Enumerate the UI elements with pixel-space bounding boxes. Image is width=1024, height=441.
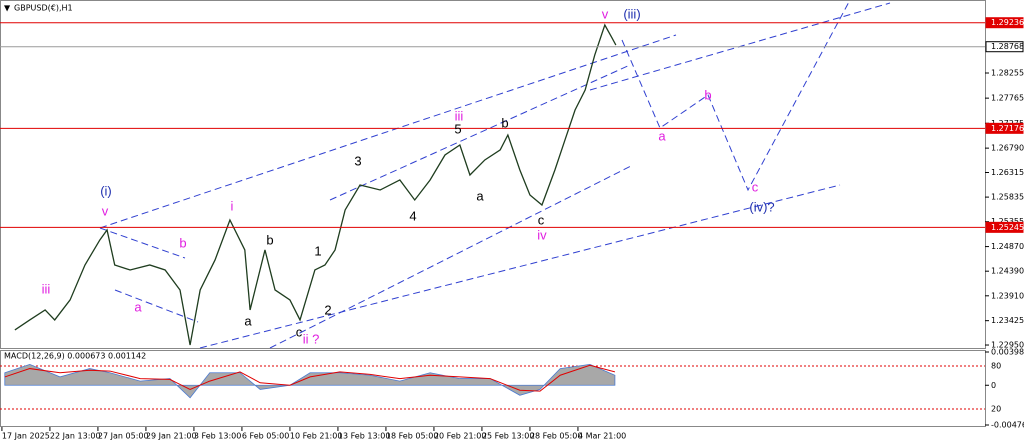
wave-label: (i) bbox=[100, 183, 112, 198]
price-level-box bbox=[985, 221, 1024, 233]
macd-frame bbox=[0, 350, 986, 427]
x-tick-label: 4 Mar 21:00 bbox=[578, 432, 626, 441]
wave-label: c bbox=[296, 324, 303, 339]
wave-label: 2 bbox=[324, 302, 331, 317]
symbol-label: GBPUSD(€),H1 bbox=[14, 4, 73, 13]
y-tick-label: 1.25835 bbox=[991, 193, 1024, 202]
wave-label: (iii) bbox=[623, 6, 640, 21]
macd-tick-label: -0.004762 bbox=[991, 421, 1024, 430]
price-level-label: 1.29236 bbox=[991, 18, 1024, 27]
wave-label: a bbox=[244, 313, 252, 328]
price-level-label: 1.27176 bbox=[991, 124, 1024, 133]
wave-label: iii bbox=[42, 281, 51, 296]
price-level-box bbox=[985, 17, 1024, 29]
wave-label: b bbox=[266, 232, 273, 247]
x-tick-label: 17 Jan 2025 bbox=[2, 432, 50, 441]
wave-line bbox=[99, 227, 186, 259]
x-tick-label: 22 Jan 13:00 bbox=[50, 432, 101, 441]
wave-label: a bbox=[658, 128, 666, 143]
x-tick-label: 3 Feb 13:00 bbox=[194, 432, 241, 441]
main-frame bbox=[0, 0, 986, 349]
wave-label: (iv)? bbox=[749, 199, 774, 214]
wave-label: v bbox=[602, 6, 609, 21]
y-tick-label: 1.23910 bbox=[991, 291, 1024, 300]
wave-label: a bbox=[134, 299, 142, 314]
wave-label: ii ? bbox=[303, 331, 320, 346]
y-tick-label: 1.23425 bbox=[991, 316, 1024, 325]
wave-label: 4 bbox=[409, 208, 416, 223]
wave-label: v bbox=[102, 203, 109, 218]
wave-label: 5 bbox=[454, 121, 461, 136]
macd-tick-label: 0.003986 bbox=[991, 348, 1024, 357]
macd-signal bbox=[4, 364, 616, 392]
x-tick-label: 27 Jan 05:00 bbox=[98, 432, 149, 441]
macd-label: MACD(12,26,9) 0.000673 0.001142 bbox=[4, 352, 146, 361]
y-tick-label: 1.26315 bbox=[991, 168, 1024, 177]
x-tick-label: 28 Feb 05:00 bbox=[530, 432, 582, 441]
price-level-box bbox=[985, 122, 1024, 134]
wave-line bbox=[199, 184, 841, 349]
wave-label: a bbox=[476, 188, 484, 203]
symbol: ▼ bbox=[4, 4, 11, 13]
macd-tick-label: 0 bbox=[991, 381, 996, 390]
x-tick-label: 25 Feb 13:00 bbox=[482, 432, 534, 441]
x-tick-label: 20 Feb 21:00 bbox=[434, 432, 486, 441]
wave-line bbox=[99, 34, 677, 229]
macd-histogram bbox=[4, 363, 616, 399]
wave-label: iv bbox=[537, 227, 547, 242]
wave-label: c bbox=[538, 212, 545, 227]
y-tick-label: 1.24870 bbox=[991, 242, 1024, 251]
y-tick-label: 1.28255 bbox=[991, 69, 1024, 78]
x-tick-label: 18 Feb 05:00 bbox=[386, 432, 438, 441]
price-line bbox=[14, 23, 617, 346]
price-level-label: 1.25245 bbox=[991, 223, 1024, 232]
price-level-label: 1.28768 bbox=[991, 42, 1024, 51]
wave-label: 3 bbox=[354, 153, 361, 168]
y-tick-label: 1.25355 bbox=[991, 217, 1024, 226]
y-tick-label: 1.26790 bbox=[991, 144, 1024, 153]
x-tick-label: 10 Feb 21:00 bbox=[290, 432, 342, 441]
wave-label: iii bbox=[455, 108, 464, 123]
y-tick-label: 1.27765 bbox=[991, 94, 1024, 103]
x-tick-label: 6 Feb 05:00 bbox=[242, 432, 289, 441]
wave-label: b bbox=[179, 235, 186, 250]
wave-label: c bbox=[752, 179, 759, 194]
macd-level-label: 20 bbox=[991, 405, 1001, 414]
wave-label: b bbox=[501, 115, 508, 130]
x-tick-label: 29 Jan 21:00 bbox=[146, 432, 197, 441]
macd-level-label: 80 bbox=[991, 362, 1001, 371]
x-tick-label: 13 Feb 13:00 bbox=[338, 432, 390, 441]
price-level-box bbox=[985, 41, 1024, 53]
wave-label: b bbox=[704, 87, 711, 102]
wave-line bbox=[621, 0, 851, 192]
wave-line bbox=[269, 164, 634, 349]
y-tick-label: 1.24390 bbox=[991, 267, 1024, 276]
wave-line bbox=[114, 289, 199, 323]
y-tick-label: 1.22950 bbox=[991, 341, 1024, 350]
wave-label: 1 bbox=[314, 243, 321, 258]
wave-label: i bbox=[231, 198, 234, 213]
